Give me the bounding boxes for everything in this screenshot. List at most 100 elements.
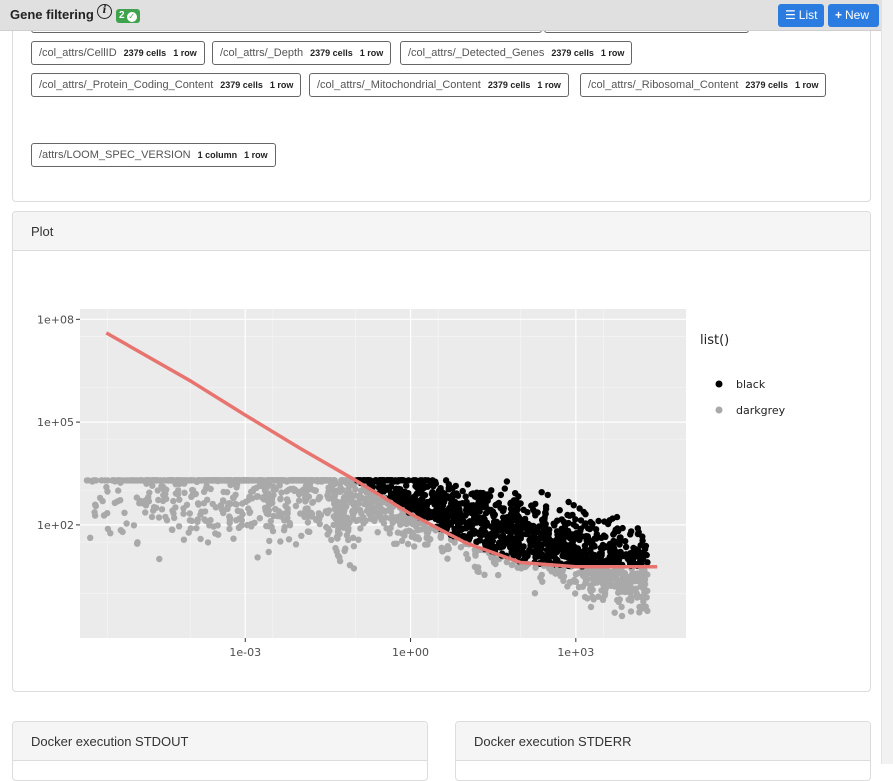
scatter-point	[163, 495, 170, 503]
scatter-point	[301, 508, 308, 516]
scatter-point	[378, 516, 385, 523]
scatter-point	[476, 537, 483, 544]
scatter-point	[186, 477, 193, 484]
scatter-point	[266, 537, 273, 545]
scatter-point	[204, 539, 212, 546]
scatter-point	[186, 510, 193, 517]
scatter-point	[285, 536, 293, 543]
dataset-size: 2379 cells	[551, 48, 594, 58]
scatter-point	[464, 481, 471, 488]
scatter-point	[236, 524, 243, 531]
dataset-size: 2379 cells	[487, 80, 531, 90]
scatter-point	[325, 484, 332, 491]
scatter-point	[162, 477, 169, 484]
dataset-shape: 1 row	[537, 80, 561, 90]
scatter-point	[383, 525, 390, 532]
scatter-point	[350, 565, 358, 572]
scatter-point	[643, 551, 650, 559]
scatter-point	[226, 519, 233, 527]
scatter-point	[196, 477, 204, 484]
scatter-point	[232, 481, 239, 488]
scatter-point	[195, 501, 202, 508]
scatter-point	[526, 546, 533, 554]
scatter-point	[582, 575, 589, 583]
scatter-point	[277, 538, 284, 545]
scatter-point	[481, 516, 488, 523]
scatter-point	[107, 530, 114, 537]
scatter-point	[142, 502, 150, 509]
info-icon[interactable]: i	[97, 4, 112, 19]
scatter-point	[370, 497, 377, 504]
new-button[interactable]: + New	[828, 4, 879, 27]
dataset-chip[interactable]: /col_attrs/_Depth 2379 cells 1 row	[212, 41, 392, 65]
scatter-point	[142, 509, 149, 516]
scatter-point	[104, 488, 111, 495]
scatter-point	[295, 497, 303, 504]
scatter-point	[350, 516, 357, 523]
scatter-point	[332, 501, 339, 508]
scatter-point	[531, 590, 539, 597]
scatter-point	[481, 571, 488, 578]
scatter-point	[593, 531, 600, 538]
scatter-point	[423, 534, 430, 542]
scatter-point	[238, 517, 246, 524]
page-scrollbar[interactable]	[881, 0, 893, 764]
scatter-point	[604, 520, 612, 528]
scatter-point	[532, 564, 539, 571]
scatter-point	[169, 526, 176, 533]
dataset-chip[interactable]: /col_attrs/_Detected_Genes 2379 cells 1 ro…	[400, 41, 633, 65]
scatter-point	[148, 513, 156, 521]
scatter-point	[640, 598, 647, 605]
scatter-point	[387, 515, 394, 522]
scatter-point	[613, 513, 621, 521]
scatter-point	[272, 505, 279, 513]
scatter-point	[622, 543, 630, 551]
scatter-point	[463, 503, 471, 511]
scatter-point	[129, 477, 136, 484]
scatter-point	[532, 500, 539, 508]
dataset-chip[interactable]: /col_attrs/_Ribosomal_Content 2379 cells 1…	[580, 73, 827, 97]
scatter-point	[340, 494, 348, 502]
scatter-point	[532, 542, 540, 549]
dataset-chip[interactable]: /col_attrs/_Protein_Coding_Content 2379 c…	[31, 73, 302, 97]
scatter-point	[601, 584, 608, 591]
scatter-point	[335, 525, 342, 533]
scatter-point	[205, 477, 212, 484]
scatter-point	[413, 490, 420, 498]
scatter-point	[627, 578, 634, 586]
scatter-point	[589, 537, 596, 544]
scatter-point	[175, 523, 183, 530]
dataset-shape: 1 row	[794, 80, 819, 90]
scatter-point	[224, 505, 231, 513]
scatter-point	[589, 524, 596, 531]
scatter-point	[456, 516, 464, 523]
list-button[interactable]: ☰ List	[778, 4, 824, 27]
scatter-point	[155, 514, 163, 521]
scatter-point	[175, 487, 182, 494]
plot-legend: list() black darkgrey	[700, 333, 786, 417]
scatter-point	[336, 481, 344, 488]
dataset-chip[interactable]: /col_attrs/CellID 2379 cells 1 row	[31, 41, 205, 65]
scatter-point	[592, 552, 600, 560]
scatter-point	[239, 500, 246, 507]
scatter-point	[515, 520, 522, 528]
scatter-point	[539, 578, 546, 585]
dataset-chip[interactable]: /col_attrs/_Mitochondrial_Content 2379 ce…	[309, 73, 569, 97]
scatter-point	[538, 489, 545, 496]
scatter-point	[261, 496, 268, 503]
scatter-point	[598, 534, 605, 541]
scatter-point	[344, 490, 351, 497]
scatter-point	[589, 570, 596, 577]
dataset-chip[interactable]: /attrs/LOOM_SPEC_VERSION 1 column 1 row	[31, 143, 276, 167]
dataset-path: /col_attrs/_Mitochondrial_Content	[317, 79, 481, 91]
scatter-point	[304, 519, 312, 526]
scatter-point	[582, 511, 589, 518]
plot-axes: 1e-03 1e+00 1e+03 1e+08 1e+05 1e+02	[37, 313, 594, 659]
list-button-label: List	[798, 8, 818, 22]
scatter-point	[594, 567, 601, 575]
scatter-point	[471, 493, 479, 500]
scatter-point	[452, 507, 459, 515]
scatter-point	[484, 497, 491, 504]
scatter-point	[116, 477, 124, 484]
scatter-point	[317, 512, 325, 519]
